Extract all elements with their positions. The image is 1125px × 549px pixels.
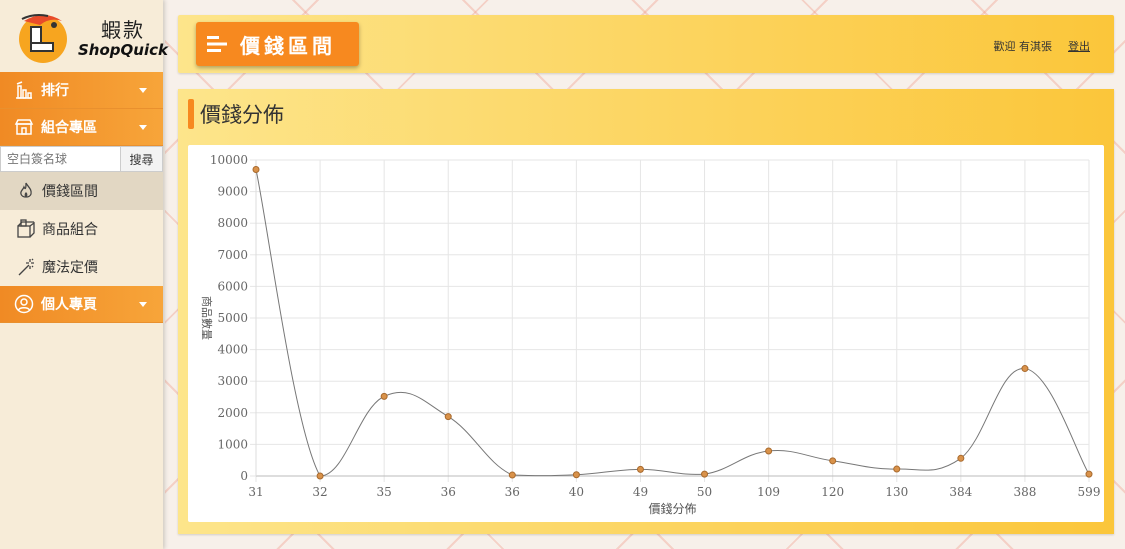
x-tick-label: 40 [569,485,584,499]
brand-name: 蝦款 ShopQuick [78,14,168,59]
sidebar-item-price-range[interactable]: 價錢區間 [0,172,163,210]
brand-logo[interactable]: 蝦款 ShopQuick [0,0,168,72]
sidebar-section-label: 個人專頁 [41,297,97,313]
sidebar-section-ranking[interactable]: 排行 [0,72,163,109]
x-axis-title: 價錢分佈 [648,501,696,516]
data-point [1085,470,1093,478]
bar-chart-icon [14,80,34,100]
data-point [829,457,837,465]
search-input[interactable] [0,146,121,172]
chart-card: 0 1000 2000 3000 4000 5000 6000 7000 8000 9000 100… [188,145,1104,522]
data-point [444,413,452,421]
sidebar-section-label: 排行 [41,83,69,99]
brand-name-cn: 蝦款 [100,17,145,42]
top-header: 價錢區間 歡迎 有淇張 登出 [178,15,1114,73]
x-tick-label: 50 [697,485,712,499]
store-icon [14,117,34,137]
chevron-down-icon [139,125,147,130]
sidebar-section-label: 組合專區 [41,120,97,136]
panel-heading: 價錢分佈 [188,99,284,129]
data-point [636,465,644,473]
page-title-badge: 價錢區間 [196,22,359,66]
price-distribution-panel: 價錢分佈 0 1000 2000 3000 4000 5000 6000 7000 8000 90… [178,89,1114,534]
data-point [508,471,516,479]
magic-wand-icon [16,257,36,277]
sidebar-item-magic-pricing[interactable]: 魔法定價 [0,248,163,286]
x-tick-label: 49 [633,485,648,499]
x-tick-label: 35 [377,485,392,499]
y-tick-label: 8000 [217,216,248,230]
welcome-text: 歡迎 有淇張 [993,40,1053,53]
sidebar-section-combo[interactable]: 組合專區 [0,109,163,146]
y-tick-label: 1000 [217,437,248,451]
price-distribution-chart: 0 1000 2000 3000 4000 5000 6000 7000 8000 9000 100… [200,153,1101,516]
y-axis-title: 商品數量 [200,296,214,340]
y-tick-label: 0 [240,469,248,483]
search-button[interactable]: 搜尋 [121,146,163,172]
x-tick-label: 120 [821,485,844,499]
data-point [380,392,388,400]
sidebar-section-profile[interactable]: 個人專頁 [0,286,163,323]
data-point [957,454,965,462]
x-tick-label: 384 [949,485,972,499]
y-tick-label: 7000 [217,248,248,262]
x-tick-label: 388 [1013,485,1036,499]
y-tick-label: 10000 [210,153,248,167]
heading-accent-bar [188,99,194,129]
align-left-icon [206,33,228,55]
x-tick-label: 32 [312,485,327,499]
data-point [252,165,260,173]
x-tick-label: 36 [441,485,456,499]
box-icon [16,219,36,239]
y-tick-label: 2000 [217,406,248,420]
x-tick-label: 36 [505,485,520,499]
x-tick-label: 599 [1078,485,1101,499]
y-tick-label: 6000 [217,279,248,293]
y-tick-label: 9000 [217,185,248,199]
sidebar: 蝦款 ShopQuick 排行 組合專區 搜尋 價錢區間 [0,0,168,549]
chevron-down-icon [139,302,147,307]
logout-link[interactable]: 登出 [1068,40,1090,53]
sidebar-item-label: 商品組合 [42,222,98,238]
series-line [255,169,1090,477]
data-point [893,465,901,473]
sidebar-item-bundles[interactable]: 商品組合 [0,210,163,248]
y-tick-label: 5000 [217,311,248,325]
data-point [701,470,709,478]
page-title: 價錢區間 [240,33,336,58]
y-tick-label: 4000 [217,343,248,357]
data-point [316,472,324,480]
user-circle-icon [14,294,34,314]
chevron-down-icon [139,88,147,93]
data-point [765,447,773,455]
fire-icon [16,181,36,201]
panel-title: 價錢分佈 [200,103,284,127]
x-tick-label: 31 [248,485,263,499]
x-tick-label: 130 [885,485,908,499]
data-point [572,471,580,479]
data-point [1021,365,1029,373]
sidebar-item-label: 魔法定價 [42,260,98,276]
sidebar-item-label: 價錢區間 [42,184,98,200]
y-tick-label: 3000 [217,374,248,388]
brand-name-en: ShopQuick [78,40,168,59]
shrimp-logo-icon [14,7,72,65]
x-tick-label: 109 [757,485,780,499]
sidebar-search: 搜尋 [0,146,163,172]
